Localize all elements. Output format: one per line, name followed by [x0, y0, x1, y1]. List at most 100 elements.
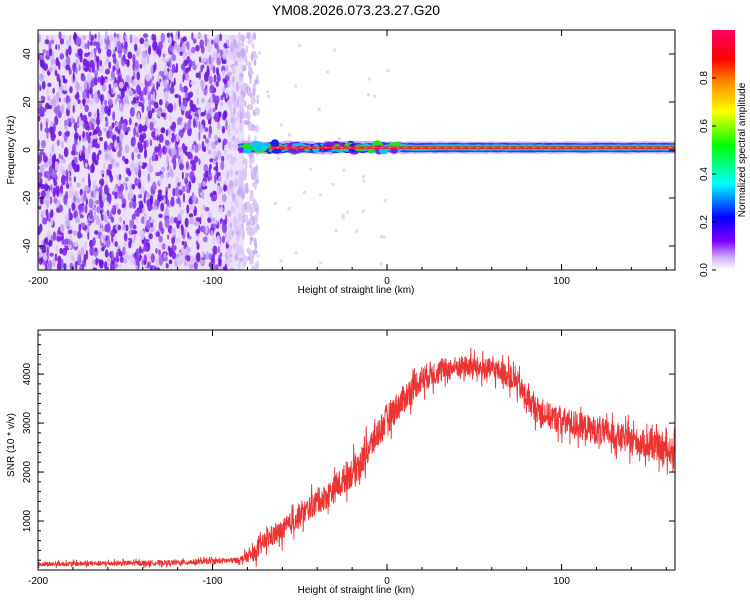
- spectrogram-noise-speck: [215, 219, 218, 225]
- spectrogram-noise-speck: [38, 153, 43, 163]
- spectrogram-noise-speck: [254, 79, 258, 85]
- spectrogram-noise-speck: [117, 44, 123, 53]
- spectrogram-noise-speck: [185, 73, 190, 81]
- spectrogram-noise-speck: [142, 97, 145, 106]
- spectrogram-noise-speck: [94, 112, 97, 118]
- spectrogram-noise-speck: [79, 116, 82, 127]
- spectrogram-noise-speck: [141, 248, 144, 254]
- spectrogram-noise-speck: [168, 148, 172, 156]
- spectrogram-noise-speck: [242, 157, 246, 165]
- spectrogram-noise-speck: [116, 135, 120, 144]
- spectrogram-noise-speck: [40, 121, 43, 132]
- spectrogram-noise-speck: [57, 44, 61, 51]
- spectrogram-noise-speck: [174, 42, 178, 50]
- spectrogram-noise-speck: [181, 185, 186, 193]
- spectrogram-noise-speck: [99, 136, 103, 142]
- spectrogram-noise-speck: [146, 54, 150, 65]
- spectrogram-noise-speck: [229, 141, 233, 150]
- spectrogram-noise-speck: [174, 93, 180, 99]
- spectrogram-noise-speck: [79, 102, 83, 109]
- spectrogram-noise-speck: [60, 174, 66, 186]
- spectrogram-noise-speck: [97, 31, 101, 41]
- spectrogram-noise-speck: [190, 80, 196, 86]
- spectrogram-noise-speck: [242, 35, 246, 41]
- spectrogram-noise-speck: [225, 119, 228, 131]
- spectrogram-noise-speck: [123, 232, 128, 242]
- spectrogram-noise-speck: [199, 216, 202, 225]
- spectrogram-noise-speck: [67, 229, 73, 235]
- snr-y-tick-label: 4000: [22, 363, 33, 386]
- spectrogram-noise-speck: [38, 191, 41, 197]
- spectrogram-x-tick-label: 0: [384, 276, 390, 287]
- spectrogram-noise-speck: [155, 171, 161, 177]
- spectrogram-noise-speck: [158, 249, 161, 256]
- spectrogram-noise-speck: [78, 135, 81, 142]
- colorbar-tick-label: 0.8: [699, 71, 710, 85]
- spectrogram-noise-speck: [233, 144, 236, 150]
- spectrogram-noise-speck: [85, 59, 88, 68]
- spectrogram-noise-speck: [114, 139, 118, 148]
- spectrogram-noise-speck: [191, 164, 197, 172]
- spectrogram-noise-speck: [181, 105, 186, 111]
- spectrogram-noise-speck: [106, 48, 112, 58]
- spectrogram-noise-speck: [147, 110, 153, 120]
- spectrogram-noise-speck: [237, 31, 242, 42]
- spectrogram-noise-speck: [170, 170, 174, 178]
- spectrogram-noise-speck: [372, 94, 376, 98]
- spectrogram-noise-speck: [232, 49, 238, 61]
- spectrogram-noise-speck: [75, 198, 81, 204]
- spectrogram-noise-speck: [117, 189, 123, 200]
- spectrogram-noise-speck: [248, 203, 253, 211]
- spectrogram-noise-speck: [45, 102, 50, 110]
- spectrogram-noise-speck: [251, 42, 255, 49]
- spectrogram-noise-speck: [341, 213, 345, 217]
- spectrogram-noise-speck: [185, 172, 189, 178]
- spectrogram-noise-speck: [187, 126, 192, 137]
- spectrogram-noise-speck: [84, 149, 90, 160]
- spectrogram-noise-speck: [183, 85, 188, 93]
- spectrogram-noise-speck: [103, 99, 108, 106]
- spectrogram-noise-speck: [247, 255, 251, 261]
- spectrogram-noise-speck: [223, 48, 229, 57]
- spectrogram-noise-speck: [188, 197, 193, 205]
- spectrogram-noise-speck: [71, 202, 76, 211]
- spectrogram-noise-speck: [171, 236, 176, 245]
- spectrogram-noise-speck: [203, 225, 206, 235]
- spectrogram-noise-speck: [106, 168, 110, 176]
- spectrogram-noise-speck: [256, 254, 260, 258]
- spectrogram-noise-speck: [112, 160, 117, 166]
- spectrogram-noise-speck: [317, 107, 321, 111]
- spectrogram-noise-speck: [226, 154, 230, 161]
- colorbar-tick-label: 0.6: [699, 119, 710, 133]
- spectrogram-noise-speck: [58, 130, 62, 137]
- spectrogram-noise-speck: [379, 235, 383, 239]
- spectrogram-noise-speck: [185, 91, 189, 99]
- spectrogram-noise-speck: [217, 121, 221, 130]
- spectrogram-noise-speck: [166, 32, 171, 38]
- spectrogram-noise-speck: [223, 110, 228, 119]
- spectrogram-noise-speck: [236, 243, 240, 248]
- spectrogram-noise-speck: [177, 213, 182, 222]
- spectrogram-noise-speck: [65, 218, 71, 227]
- spectrogram-noise-speck: [46, 246, 49, 257]
- spectrogram-noise-speck: [110, 76, 113, 82]
- spectrogram-noise-speck: [160, 173, 164, 179]
- spectrogram-noise-speck: [108, 150, 112, 158]
- spectrogram-noise-speck: [103, 140, 108, 151]
- spectrogram-noise-speck: [47, 82, 52, 88]
- spectrogram-noise-speck: [132, 96, 137, 104]
- spectrogram-noise-speck: [228, 126, 232, 132]
- spectrogram-noise-speck: [59, 165, 64, 173]
- spectrogram-noise-speck: [110, 216, 115, 223]
- spectrogram-noise-speck: [113, 35, 118, 43]
- spectrogram-noise-speck: [143, 195, 146, 204]
- spectrogram-noise-speck: [93, 48, 97, 53]
- spectrogram-noise-speck: [100, 104, 106, 115]
- spectrogram-noise-speck: [99, 59, 103, 67]
- spectrogram-signal-blob: [378, 147, 388, 155]
- spectrogram-noise-speck: [215, 67, 220, 75]
- spectrogram-noise-speck: [38, 49, 41, 55]
- spectrogram-noise-speck: [254, 124, 259, 133]
- spectrogram-noise-speck: [176, 255, 182, 266]
- spectrogram-noise-speck: [241, 249, 245, 258]
